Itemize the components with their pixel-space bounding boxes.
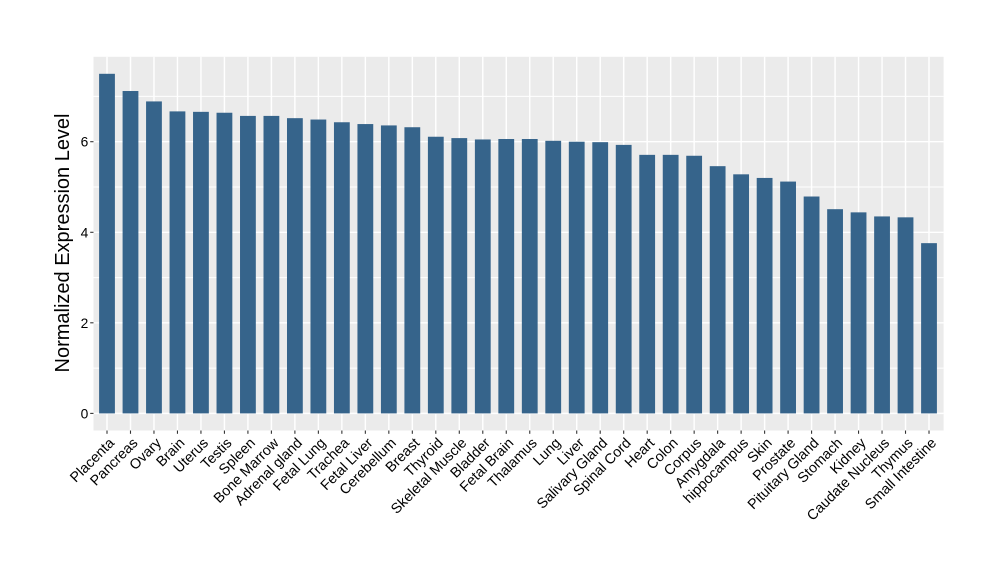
svg-text:Normalized Expression Level: Normalized Expression Level	[52, 113, 74, 372]
svg-text:6: 6	[81, 135, 89, 150]
svg-text:0: 0	[81, 406, 89, 421]
svg-text:2: 2	[81, 316, 89, 331]
svg-text:4: 4	[81, 225, 89, 240]
